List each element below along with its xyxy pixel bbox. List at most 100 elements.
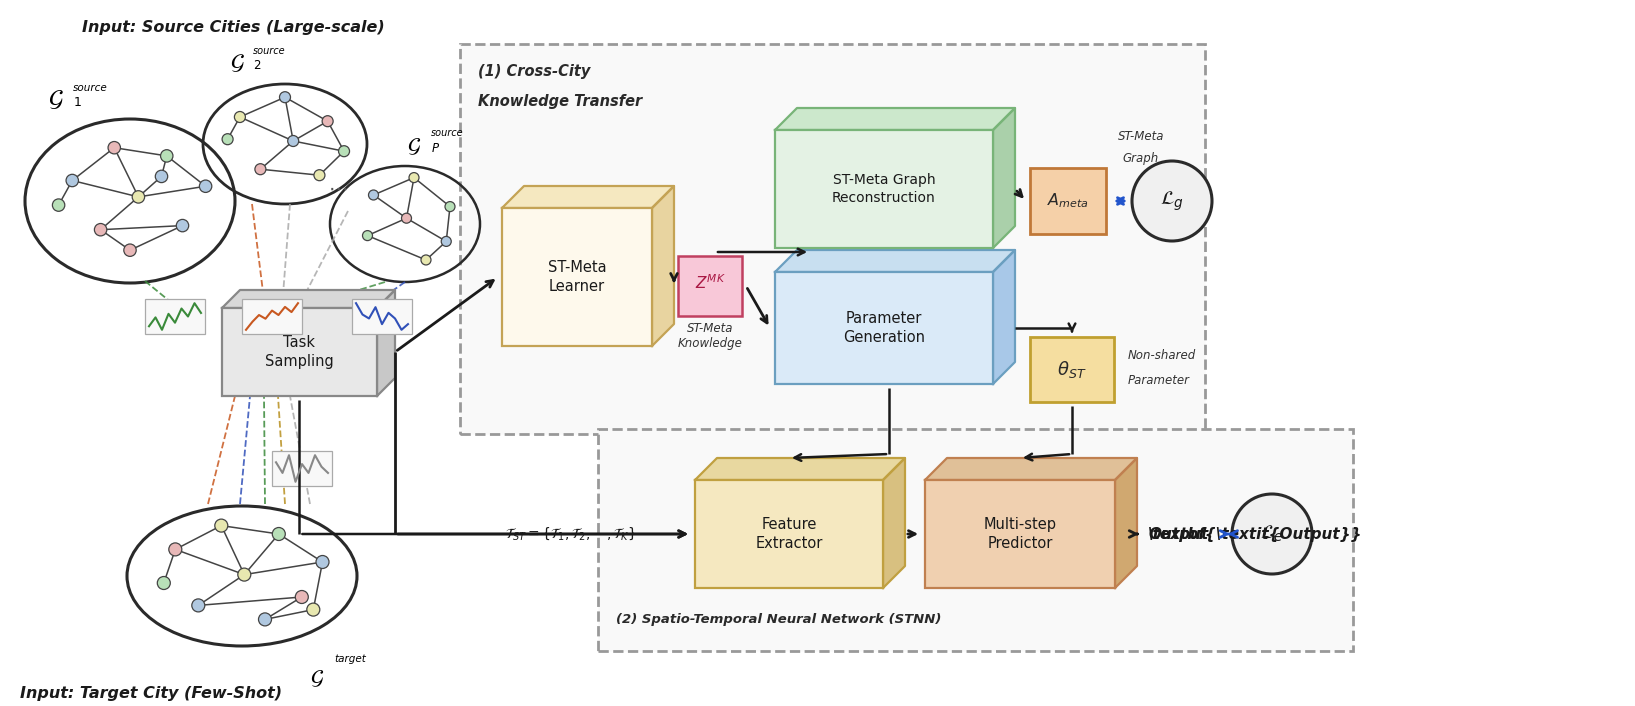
Text: target: target	[334, 654, 366, 664]
Circle shape	[307, 603, 320, 616]
Text: ST-Meta
Knowledge: ST-Meta Knowledge	[677, 322, 742, 350]
Circle shape	[314, 169, 325, 181]
Text: $\theta_{ST}$: $\theta_{ST}$	[1058, 359, 1087, 380]
FancyBboxPatch shape	[775, 130, 992, 248]
Text: Graph: Graph	[1123, 152, 1159, 165]
Circle shape	[316, 556, 329, 568]
Text: (1) Cross-City: (1) Cross-City	[477, 64, 590, 79]
Text: ST-Meta
Learner: ST-Meta Learner	[548, 260, 607, 294]
Text: Feature
Extractor: Feature Extractor	[755, 517, 822, 551]
Text: Output: Output	[1148, 527, 1208, 542]
FancyBboxPatch shape	[925, 480, 1115, 588]
Text: $\mathcal{G}$: $\mathcal{G}$	[231, 52, 245, 74]
Circle shape	[338, 145, 350, 157]
Circle shape	[191, 599, 204, 612]
Polygon shape	[925, 458, 1136, 480]
Text: source: source	[74, 83, 108, 93]
FancyBboxPatch shape	[598, 429, 1354, 651]
Circle shape	[160, 150, 173, 162]
FancyBboxPatch shape	[459, 44, 1205, 434]
Text: Input: Target City (Few-Shot): Input: Target City (Few-Shot)	[20, 686, 283, 701]
Text: ST-Meta Graph
Reconstruction: ST-Meta Graph Reconstruction	[832, 173, 935, 205]
Circle shape	[199, 180, 213, 193]
Text: Parameter: Parameter	[1128, 373, 1190, 386]
Circle shape	[280, 92, 291, 102]
Circle shape	[155, 170, 168, 183]
Circle shape	[65, 174, 78, 186]
Text: $\mathcal{G}$: $\mathcal{G}$	[407, 136, 422, 157]
Circle shape	[222, 133, 234, 145]
Circle shape	[420, 255, 432, 265]
Circle shape	[255, 164, 267, 174]
Circle shape	[132, 191, 144, 203]
Circle shape	[273, 527, 284, 541]
Polygon shape	[992, 108, 1015, 248]
Circle shape	[409, 172, 419, 183]
Polygon shape	[652, 186, 674, 346]
Text: source: source	[432, 128, 464, 138]
Circle shape	[1233, 494, 1311, 574]
Text: Knowledge Transfer: Knowledge Transfer	[477, 94, 643, 109]
Polygon shape	[222, 290, 396, 308]
Circle shape	[363, 231, 373, 241]
FancyBboxPatch shape	[502, 208, 652, 346]
Polygon shape	[775, 250, 1015, 272]
Text: Parameter
Generation: Parameter Generation	[844, 311, 925, 345]
Text: $2$: $2$	[253, 59, 262, 72]
Circle shape	[445, 202, 455, 212]
Polygon shape	[992, 250, 1015, 384]
Polygon shape	[502, 186, 674, 208]
Circle shape	[368, 190, 378, 200]
Polygon shape	[378, 290, 396, 396]
Text: $\mathcal{T}_{ST} = \{\mathcal{T}_1, \mathcal{T}_2, \cdots, \mathcal{T}_K\}$: $\mathcal{T}_{ST} = \{\mathcal{T}_1, \ma…	[505, 525, 636, 542]
Polygon shape	[1115, 458, 1136, 588]
Polygon shape	[775, 108, 1015, 130]
Circle shape	[237, 568, 250, 581]
FancyBboxPatch shape	[695, 480, 883, 588]
Text: $A_{meta}$: $A_{meta}$	[1046, 191, 1089, 210]
Circle shape	[108, 141, 121, 154]
Text: $P$: $P$	[432, 142, 440, 155]
Circle shape	[288, 136, 299, 147]
Circle shape	[124, 244, 136, 256]
Text: $Z^{MK}$: $Z^{MK}$	[695, 274, 726, 292]
FancyBboxPatch shape	[1030, 337, 1113, 402]
Circle shape	[234, 112, 245, 123]
FancyBboxPatch shape	[242, 299, 302, 334]
FancyBboxPatch shape	[146, 299, 204, 334]
Circle shape	[168, 543, 181, 556]
Circle shape	[296, 590, 309, 604]
Text: $\mathcal{G}$: $\mathcal{G}$	[47, 87, 64, 111]
Circle shape	[322, 116, 334, 126]
Text: Task
Sampling: Task Sampling	[265, 335, 334, 369]
Circle shape	[52, 199, 65, 211]
Circle shape	[258, 613, 271, 626]
Text: source: source	[253, 46, 286, 56]
Text: Non-shared: Non-shared	[1128, 349, 1197, 362]
Polygon shape	[883, 458, 906, 588]
Polygon shape	[695, 458, 906, 480]
Text: Multi-step
Predictor: Multi-step Predictor	[984, 517, 1056, 551]
Text: \textbf{\textit{Output}}: \textbf{\textit{Output}}	[1148, 527, 1362, 542]
FancyBboxPatch shape	[679, 256, 742, 316]
FancyBboxPatch shape	[352, 299, 412, 334]
FancyBboxPatch shape	[271, 451, 332, 486]
Text: ST-Meta: ST-Meta	[1118, 130, 1164, 143]
Text: Input: Source Cities (Large-scale): Input: Source Cities (Large-scale)	[82, 20, 384, 35]
Circle shape	[157, 577, 170, 590]
FancyBboxPatch shape	[775, 272, 992, 384]
Circle shape	[402, 213, 412, 223]
Text: (2) Spatio-Temporal Neural Network (STNN): (2) Spatio-Temporal Neural Network (STNN…	[616, 613, 942, 626]
FancyBboxPatch shape	[222, 308, 378, 396]
Circle shape	[95, 224, 106, 236]
Text: $\mathcal{G}$: $\mathcal{G}$	[311, 668, 324, 688]
Text: $1$: $1$	[74, 96, 82, 109]
Circle shape	[1131, 161, 1212, 241]
Circle shape	[214, 519, 227, 532]
Text: $\mathcal{L}_e$: $\mathcal{L}_e$	[1261, 524, 1283, 544]
FancyBboxPatch shape	[1030, 168, 1105, 234]
Text: $\mathcal{L}_g$: $\mathcal{L}_g$	[1161, 189, 1184, 213]
Circle shape	[177, 220, 188, 232]
Circle shape	[441, 237, 451, 246]
Text: $\cdots$: $\cdots$	[329, 179, 348, 198]
